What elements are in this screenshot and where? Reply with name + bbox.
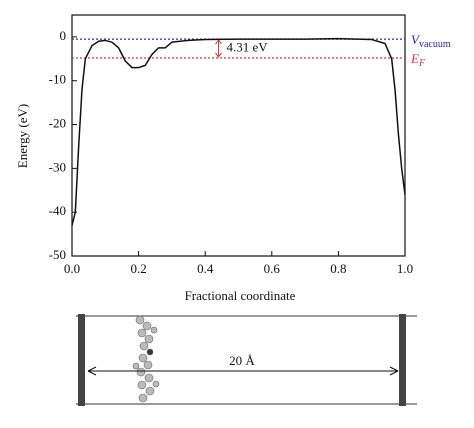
y-tick-label: 0 bbox=[60, 28, 67, 43]
label-main: E bbox=[410, 51, 419, 66]
reference-label: EF bbox=[410, 51, 426, 69]
electrode-right bbox=[399, 314, 406, 406]
x-tick-label: 0.0 bbox=[64, 261, 80, 276]
distance-label: 20 Å bbox=[229, 353, 255, 368]
y-tick-label: -30 bbox=[49, 159, 66, 174]
x-tick-label: 0.6 bbox=[264, 261, 281, 276]
gap-arrow bbox=[215, 39, 222, 58]
gap-annotation: 4.31 eV bbox=[227, 40, 269, 55]
electrode-left bbox=[78, 314, 85, 406]
y-tick-label: -20 bbox=[49, 116, 66, 131]
arrow-heads bbox=[87, 366, 399, 376]
label-sub: vacuum bbox=[419, 39, 451, 50]
y-tick-label: -40 bbox=[49, 203, 66, 218]
x-axis-label: Fractional coordinate bbox=[185, 288, 296, 303]
label-sub: F bbox=[418, 58, 426, 69]
label-main: V bbox=[411, 32, 421, 47]
y-tick-label: -10 bbox=[49, 72, 66, 87]
x-tick-label: 1.0 bbox=[397, 261, 413, 276]
x-tick-label: 0.2 bbox=[130, 261, 146, 276]
y-tick-label: -50 bbox=[49, 247, 66, 262]
structure: 20 Å bbox=[76, 314, 417, 406]
x-tick-label: 0.8 bbox=[330, 261, 346, 276]
line bbox=[71, 37, 406, 226]
plot-frame bbox=[71, 14, 406, 257]
y-axis-label: Energy (eV) bbox=[15, 104, 30, 168]
reference-label: Vvacuum bbox=[411, 32, 451, 50]
molecule bbox=[132, 315, 160, 403]
x-tick-label: 0.4 bbox=[197, 261, 214, 276]
